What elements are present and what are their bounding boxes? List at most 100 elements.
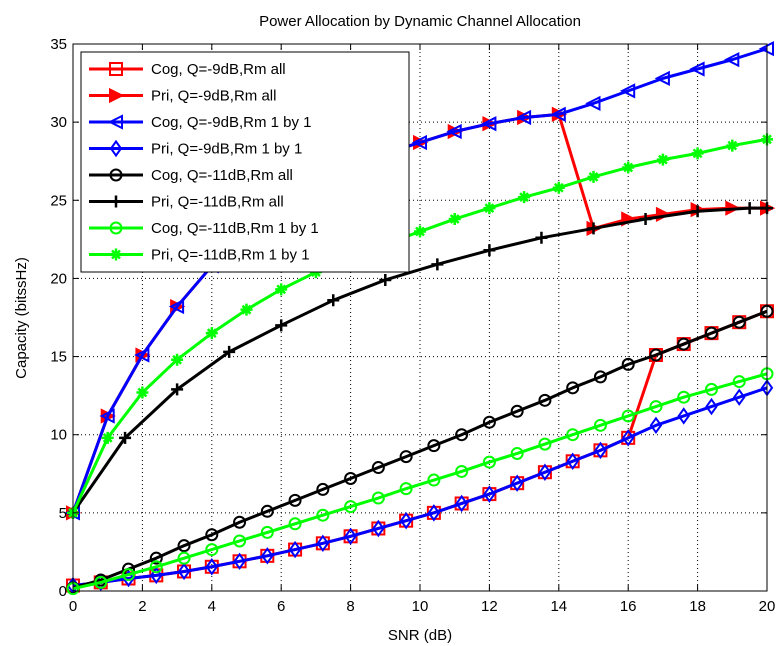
data-point — [223, 345, 236, 358]
data-point — [510, 474, 524, 492]
data-point — [168, 298, 185, 315]
legend-label: Cog, Q=-11dB,Rm all — [151, 167, 293, 184]
data-point — [177, 562, 191, 581]
y-tick-label: 5 — [59, 505, 67, 522]
data-point — [483, 244, 496, 257]
data-point — [205, 558, 219, 576]
legend-marker — [109, 87, 125, 104]
data-point — [566, 381, 580, 395]
legend-entry: Pri, Q=-9dB,Rm all — [89, 88, 276, 105]
x-axis-label: SNR (dB) — [388, 627, 452, 644]
data-point — [677, 390, 691, 404]
series-7 — [66, 367, 774, 596]
data-point — [621, 357, 635, 371]
data-point — [427, 504, 441, 522]
data-point — [483, 202, 496, 215]
data-point — [344, 500, 358, 514]
data-point — [171, 353, 184, 366]
data-point — [726, 139, 739, 152]
data-point — [431, 258, 444, 271]
data-point — [535, 231, 548, 244]
data-point — [316, 534, 330, 553]
data-point — [455, 464, 469, 478]
data-point — [649, 400, 663, 414]
data-point — [399, 482, 413, 496]
legend-label: Pri, Q=-11dB,Rm 1 by 1 — [151, 247, 310, 264]
data-point — [677, 407, 690, 425]
data-point — [518, 191, 531, 204]
data-point — [743, 202, 756, 215]
data-point — [515, 109, 532, 126]
data-point — [481, 116, 497, 132]
y-tick-label: 0 — [59, 583, 67, 600]
x-tick-label: 8 — [346, 598, 354, 615]
data-point — [119, 431, 132, 444]
data-point — [372, 519, 385, 538]
data-point — [171, 383, 184, 396]
legend-label: Pri, Q=-11dB,Rm all — [151, 194, 284, 211]
axis-ticks: 0 2 4 6 8 10 12 14 16 18 20 0 5 10 15 20 25 30 35 — [50, 36, 775, 615]
y-tick-label: 30 — [50, 114, 67, 131]
data-point — [427, 439, 441, 453]
data-point — [482, 415, 496, 429]
data-point — [705, 397, 718, 416]
data-point — [149, 551, 163, 565]
data-point — [656, 153, 669, 166]
x-tick-label: 2 — [138, 598, 146, 615]
y-tick-label: 25 — [50, 192, 67, 209]
data-point — [622, 161, 635, 174]
data-point — [587, 170, 600, 183]
y-tick-label: 10 — [50, 427, 67, 444]
legend-label: Cog, Q=-11dB,Rm 1 by 1 — [151, 220, 319, 237]
legend: Cog, Q=-9dB,Rm all Pri, Q=-9dB,Rm all Cog,… — [80, 51, 410, 273]
y-axis-label: Capacity (bitssHz) — [13, 257, 30, 379]
series-line — [71, 47, 768, 514]
x-tick-label: 12 — [481, 598, 498, 615]
data-point — [585, 95, 601, 112]
data-point — [260, 504, 274, 518]
data-point — [150, 566, 163, 585]
legend-label: Pri, Q=-9dB,Rm all — [151, 88, 276, 105]
data-point — [732, 315, 746, 329]
legend-entry: Cog, Q=-9dB,Rm all — [89, 61, 286, 78]
data-point — [316, 482, 330, 496]
x-tick-label: 20 — [759, 598, 776, 615]
legend-marker — [109, 221, 123, 235]
data-point — [371, 491, 385, 505]
data-point — [649, 416, 663, 435]
legend-marker — [109, 62, 123, 76]
legend-label: Cog, Q=-9dB,Rm 1 by 1 — [151, 114, 312, 131]
data-point — [593, 370, 607, 384]
x-tick-label: 4 — [208, 598, 216, 615]
data-point — [621, 429, 635, 447]
data-point — [704, 382, 718, 396]
legend-entry: Cog, Q=-9dB,Rm 1 by 1 — [89, 114, 312, 131]
data-point — [732, 375, 746, 389]
x-tick-label: 6 — [277, 598, 285, 615]
series-group — [64, 41, 776, 596]
data-point — [122, 568, 136, 582]
x-tick-label: 18 — [689, 598, 706, 615]
data-point — [639, 213, 652, 226]
legend-entry: Pri, Q=-9dB,Rm 1 by 1 — [89, 139, 302, 158]
data-point — [371, 461, 385, 475]
data-point — [94, 575, 108, 589]
data-point — [275, 283, 288, 296]
data-point — [177, 551, 191, 565]
data-point — [101, 431, 114, 444]
data-point — [275, 319, 288, 332]
data-point — [399, 511, 413, 530]
data-point — [205, 543, 219, 557]
data-point — [510, 404, 524, 418]
legend-entry: Pri, Q=-11dB,Rm all — [89, 194, 284, 211]
legend-marker — [110, 195, 122, 208]
legend-marker — [110, 248, 122, 261]
data-point — [399, 450, 413, 464]
legend-box — [80, 51, 410, 273]
legend-entry: Cog, Q=-11dB,Rm 1 by 1 — [89, 220, 319, 237]
data-point — [691, 147, 704, 160]
data-point — [649, 348, 663, 362]
data-point — [205, 528, 219, 542]
data-point — [344, 527, 357, 546]
